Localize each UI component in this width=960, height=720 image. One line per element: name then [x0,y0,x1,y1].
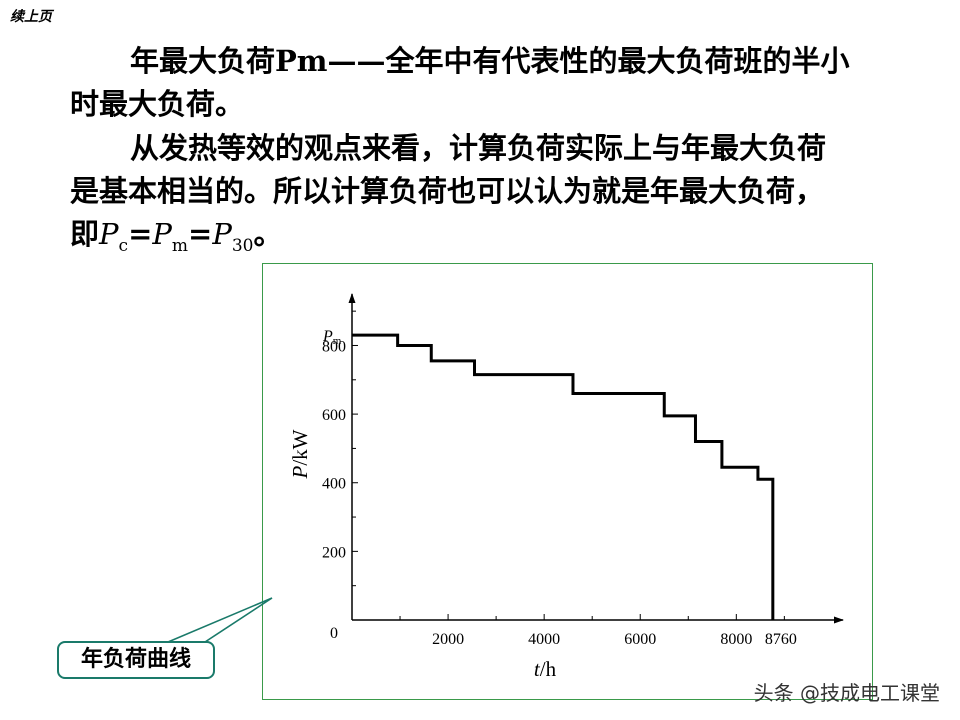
load-curve-chart-frame: 200 400 600 800 2000 4000 6000 8000 8760 P/kW t/… [262,263,873,700]
pm-label-main: P [322,328,333,345]
formula-sub-m: m [171,235,189,256]
formula-p2: P [152,217,172,251]
pm-label: Pm [322,328,342,347]
formula-sub-30: 30 [231,235,254,256]
x-tick-label-4000: 4000 [528,631,560,648]
callout-pointer [167,597,273,643]
load-step-line [352,333,775,620]
continued-label: 续上页 [10,9,52,25]
load-curve-chart: 200 400 600 800 2000 4000 6000 8000 8760 P/kW t/… [288,293,844,681]
y-axis-label: P/kW [288,429,312,479]
formula-p3: P [212,217,232,251]
annual-load-curve-callout: 年负荷曲线 [57,641,215,679]
y-tick-label-400: 400 [322,476,346,493]
paragraph-1: 年最大负荷Pm——全年中有代表性的最大负荷班的半小 时最大负荷。 [70,40,910,126]
formula-eq1: = [128,217,153,251]
x-axis-label: t/h [534,657,557,681]
formula-end: 。 [253,217,283,251]
origin-label: 0 [330,625,338,642]
watermark: 头条 @技成电工课堂 [753,681,940,705]
formula-eq2: = [188,217,213,251]
x-end-label: 8760 [765,631,797,648]
paragraph-1-line-1-text: 年最大负荷Pm——全年中有代表性的最大负荷班的半小 [130,44,850,78]
x-tick-label-2000: 2000 [432,631,464,648]
paragraph-2-line-2: 是基本相当的。所以计算负荷也可以认为就是年最大负荷， [70,174,825,208]
y-tick-label-800: 800 [322,338,346,355]
paragraph-2: 从发热等效的观点来看，计算负荷实际上与年最大负荷 是基本相当的。所以计算负荷也可… [70,127,910,268]
paragraph-2-line-1: 从发热等效的观点来看，计算负荷实际上与年最大负荷 [70,127,910,170]
y-tick-label-200: 200 [322,544,346,561]
pm-label-sub: m [333,335,342,347]
formula-line: 即Pc=Pm=P30。 [70,213,910,268]
paragraph-2-line-1-text: 从发热等效的观点来看，计算负荷实际上与年最大负荷 [130,131,827,165]
y-tick-label-600: 600 [322,407,346,424]
x-tick-label-6000: 6000 [624,631,656,648]
x-tick-label-8000: 8000 [720,631,752,648]
formula-p1: P [99,217,119,251]
formula-prefix: 即 [70,217,100,251]
paragraph-1-line-2: 时最大负荷。 [70,87,245,121]
formula-sub-c: c [118,235,129,256]
paragraph-1-line-1: 年最大负荷Pm——全年中有代表性的最大负荷班的半小 [70,40,910,83]
